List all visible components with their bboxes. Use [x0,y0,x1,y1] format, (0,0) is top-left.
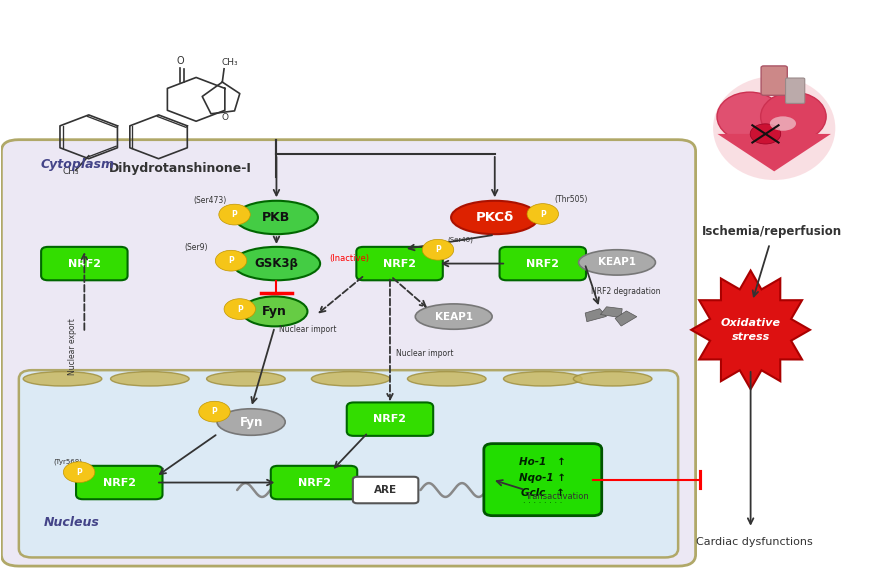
Circle shape [224,299,256,320]
Ellipse shape [311,372,390,386]
Text: Nqo-1 ↑: Nqo-1 ↑ [519,473,566,483]
Text: (Inactive): (Inactive) [328,254,369,263]
Polygon shape [615,311,637,326]
Text: Gclc   ↑: Gclc ↑ [521,489,565,499]
Circle shape [422,239,454,260]
Circle shape [219,204,251,225]
Polygon shape [585,309,606,322]
FancyBboxPatch shape [76,466,163,499]
Text: (Ser40): (Ser40) [448,237,474,243]
Ellipse shape [578,250,655,275]
Polygon shape [600,307,622,318]
Text: Cardiac dysfunctions: Cardiac dysfunctions [696,537,812,547]
Text: Oxidative: Oxidative [721,318,781,328]
Text: PKCδ: PKCδ [476,211,514,224]
Circle shape [215,250,247,271]
Ellipse shape [110,372,189,386]
FancyBboxPatch shape [357,247,442,280]
Text: · · · · · · · ·: · · · · · · · · [523,499,562,508]
Text: P: P [231,210,237,219]
Ellipse shape [717,92,782,141]
Text: NRF2: NRF2 [383,259,416,269]
Text: KEAP1: KEAP1 [598,258,636,267]
Text: NRF2: NRF2 [67,259,101,269]
Text: Ho-1   ↑: Ho-1 ↑ [519,457,566,467]
Text: O: O [176,56,184,65]
Text: KEAP1: KEAP1 [434,312,473,321]
Circle shape [63,462,95,482]
Text: Nucleus: Nucleus [43,516,99,529]
FancyBboxPatch shape [499,247,586,280]
FancyBboxPatch shape [786,78,805,104]
Text: Nuclear import: Nuclear import [396,349,454,358]
Text: GSK3β: GSK3β [255,257,299,270]
Text: (Tyr568): (Tyr568) [53,459,83,465]
Text: O: O [222,112,229,122]
Ellipse shape [770,116,796,131]
Circle shape [527,204,559,225]
Ellipse shape [235,201,318,234]
FancyBboxPatch shape [353,477,419,503]
Text: Dihydrotanshinone-I: Dihydrotanshinone-I [109,162,251,175]
Text: stress: stress [731,332,770,342]
Text: NRF2: NRF2 [526,259,559,269]
Ellipse shape [451,201,539,234]
Text: P: P [228,256,234,265]
Ellipse shape [407,372,486,386]
FancyBboxPatch shape [41,247,128,280]
FancyBboxPatch shape [2,140,696,566]
FancyBboxPatch shape [347,402,434,436]
FancyBboxPatch shape [271,466,357,499]
Text: NRF2: NRF2 [298,478,330,488]
Text: Cytoplasm: Cytoplasm [40,159,115,171]
Text: NRF2: NRF2 [102,478,136,488]
Ellipse shape [24,372,102,386]
Text: CH₃: CH₃ [62,167,79,176]
Text: (Ser473): (Ser473) [194,196,227,205]
Text: P: P [540,210,546,218]
Text: Nuclear import: Nuclear import [279,325,336,334]
Text: P: P [237,305,243,314]
Ellipse shape [217,409,286,435]
Text: P: P [435,245,441,254]
Text: P: P [76,468,82,477]
FancyBboxPatch shape [19,370,678,558]
Text: ARE: ARE [374,485,397,495]
Ellipse shape [504,372,582,386]
Text: Fyn: Fyn [262,305,287,318]
Ellipse shape [760,92,826,141]
Ellipse shape [415,304,492,329]
Ellipse shape [207,372,286,386]
Text: Transactivation: Transactivation [526,492,589,501]
Ellipse shape [242,296,307,327]
Circle shape [199,401,230,422]
Text: Ischemia/reperfusion: Ischemia/reperfusion [702,225,842,239]
Text: PKB: PKB [262,211,291,224]
FancyBboxPatch shape [761,66,788,96]
Text: NRF2: NRF2 [373,414,406,424]
Text: NRF2 degradation: NRF2 degradation [590,287,661,295]
FancyBboxPatch shape [484,444,602,516]
Ellipse shape [750,124,781,144]
Text: (Thr505): (Thr505) [555,196,588,204]
Text: CH₃: CH₃ [222,58,238,67]
Ellipse shape [233,247,320,280]
Text: P: P [212,407,217,416]
Ellipse shape [574,372,652,386]
Text: Fyn: Fyn [239,416,263,428]
Ellipse shape [713,76,836,180]
Text: Nuclear export: Nuclear export [68,318,77,375]
Polygon shape [691,270,810,389]
Text: (Ser9): (Ser9) [185,243,208,252]
Polygon shape [717,134,831,171]
